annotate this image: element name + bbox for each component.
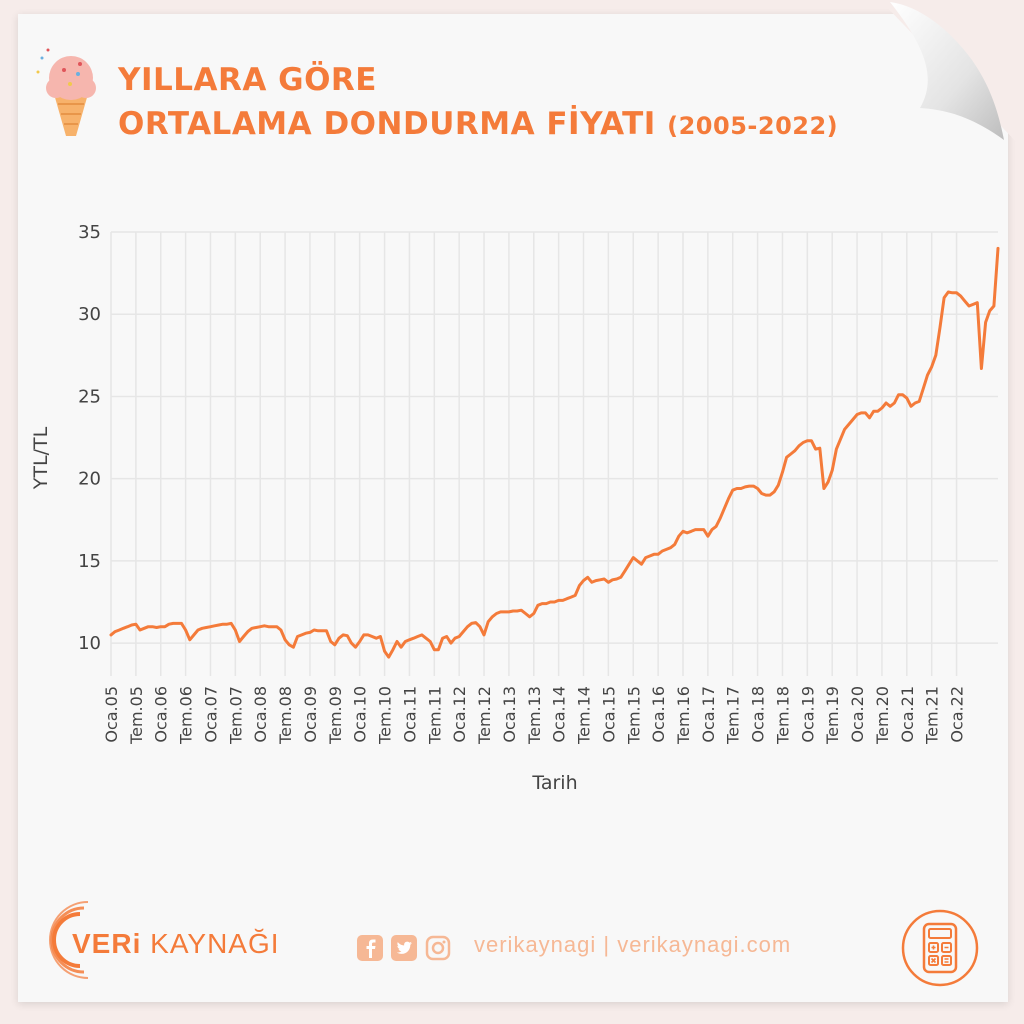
x-tick-label: Oca.12 [450, 686, 469, 743]
x-tick-label: Oca.13 [500, 686, 519, 743]
title-main: ORTALAMA DONDURMA FİYATI [118, 106, 656, 142]
x-tick-label: Oca.11 [400, 686, 419, 743]
x-tick-label: Oca.19 [798, 686, 817, 743]
ice-cream-cone-icon [36, 48, 96, 136]
x-tick-label: Oca.21 [898, 686, 917, 743]
x-tick-label: Tem.18 [773, 686, 792, 745]
x-tick-label: Tem.17 [724, 686, 743, 745]
x-tick-label: Oca.10 [351, 686, 370, 743]
title-line-1: YILLARA GÖRE [118, 62, 377, 98]
x-tick-label: Oca.07 [201, 686, 220, 743]
veri-kaynagi-logo-icon [49, 901, 89, 979]
x-tick-label: Tem.14 [575, 686, 594, 745]
chart-title: YILLARA GÖRE ORTALAMA DONDURMA FİYATI (2… [118, 58, 838, 148]
x-tick-label: Tem.13 [525, 686, 544, 745]
x-tick-label: Oca.05 [102, 686, 121, 743]
x-tick-label: Tem.12 [475, 686, 494, 745]
x-tick-label: Tem.11 [425, 686, 444, 745]
x-tick-label: Tem.10 [376, 686, 395, 745]
title-years: (2005-2022) [667, 112, 839, 140]
x-tick-label: Tem.16 [674, 686, 693, 745]
page-curl [880, 0, 1024, 150]
x-tick-label: Oca.15 [599, 686, 618, 743]
x-axis-ticks: Oca.05 Tem.05 Oca.06 Tem.06 Oca.07 Tem.07 Oca.… [102, 686, 967, 745]
brand-rest: KAYNAĞI [141, 928, 280, 959]
x-tick-label: Oca.20 [848, 686, 867, 743]
chart-grid [110, 231, 998, 676]
y-tick-label: 25 [78, 386, 101, 407]
y-tick-label: 35 [78, 222, 101, 243]
calculator-icon [901, 909, 979, 987]
x-tick-label: Oca.09 [301, 686, 320, 743]
social-icons [356, 934, 452, 962]
x-tick-label: Tem.19 [823, 686, 842, 745]
brand-bold: VERi [72, 928, 142, 959]
x-tick-label: Tem.09 [326, 686, 345, 745]
instagram-icon[interactable] [424, 934, 452, 962]
x-tick-label: Oca.14 [550, 686, 569, 743]
y-tick-label: 10 [78, 633, 101, 654]
x-tick-label: Oca.08 [251, 686, 270, 743]
twitter-icon[interactable] [390, 934, 418, 962]
social-handle-text[interactable]: verikaynagi | verikaynagi.com [474, 932, 792, 957]
x-tick-label: Tem.07 [226, 686, 245, 745]
y-tick-label: 15 [78, 551, 101, 572]
paper-background [18, 14, 1008, 1002]
series-line-price [109, 246, 1000, 659]
x-tick-label: Tem.15 [624, 686, 643, 745]
title-line-2: ORTALAMA DONDURMA FİYATI (2005-2022) [118, 102, 838, 148]
y-axis-ticks: 10 15 20 25 30 35 [78, 222, 101, 654]
x-tick-label: Tem.08 [276, 686, 295, 745]
x-tick-label: Tem.06 [177, 686, 196, 745]
y-tick-label: 30 [78, 304, 101, 325]
y-axis-label: YTL/TL [30, 426, 52, 490]
x-tick-label: Oca.22 [948, 686, 967, 743]
x-tick-label: Oca.18 [749, 686, 768, 743]
x-tick-label: Oca.16 [649, 686, 668, 743]
x-axis-label: Tarih [531, 772, 577, 794]
x-tick-label: Oca.06 [152, 686, 171, 743]
y-tick-label: 20 [78, 469, 101, 490]
x-tick-label: Tem.05 [127, 686, 146, 745]
x-tick-label: Tem.21 [923, 686, 942, 745]
brand-name: VERi KAYNAĞI [72, 928, 280, 960]
x-tick-label: Oca.17 [699, 686, 718, 743]
facebook-icon[interactable] [356, 934, 384, 962]
x-tick-label: Tem.20 [873, 686, 892, 745]
